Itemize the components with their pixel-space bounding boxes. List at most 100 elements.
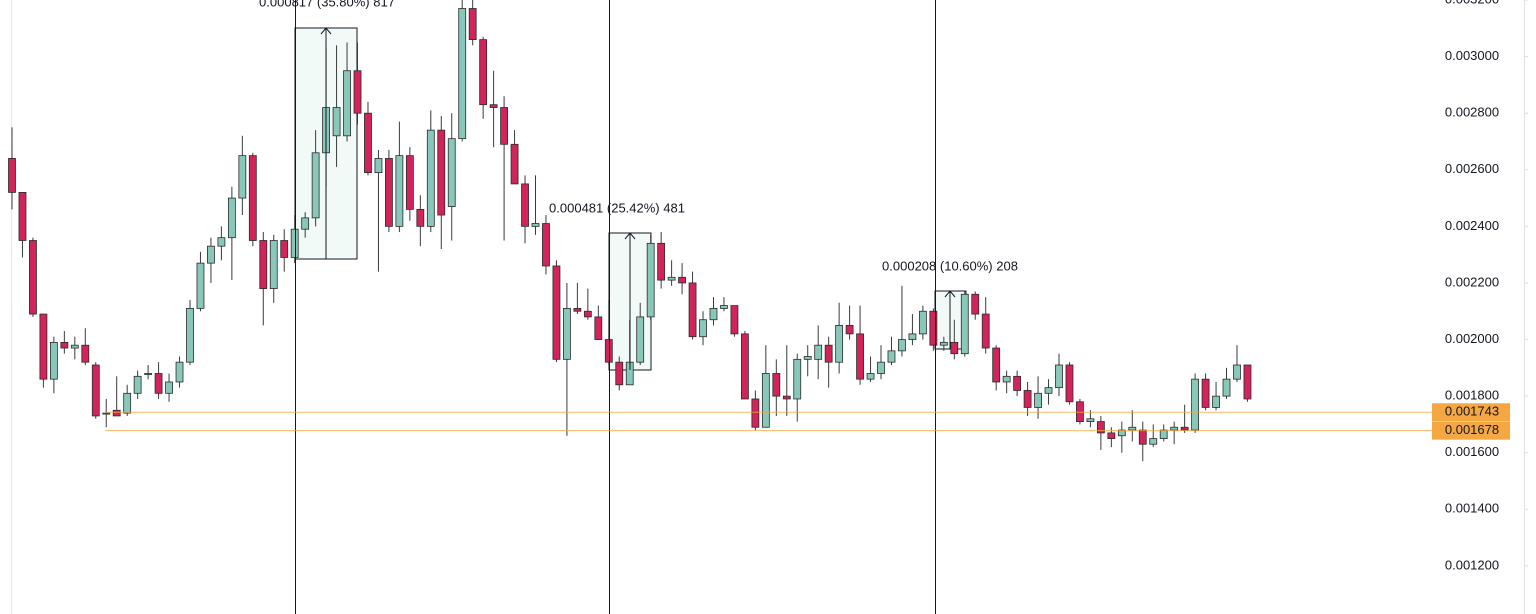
candle-body [939, 341, 948, 346]
candle-body [573, 308, 582, 312]
candle-body [646, 242, 655, 318]
candle-body [311, 152, 320, 219]
candle-body [1044, 387, 1053, 394]
candle-body [405, 155, 414, 210]
candle-body [343, 70, 351, 137]
candle-body [60, 341, 69, 349]
candle-body [521, 183, 529, 227]
y-tick-label: 0.003000 [1445, 48, 1499, 63]
candle-body [259, 240, 268, 290]
overlays [295, 0, 956, 614]
candle-body [102, 412, 111, 415]
candle-body [269, 240, 278, 290]
candle-body [510, 143, 519, 185]
candle-body [1128, 426, 1137, 431]
candle-body [426, 129, 435, 227]
candle-body [1243, 364, 1252, 400]
candle-body [583, 310, 592, 318]
y-tick-label: 0.002800 [1445, 105, 1499, 120]
candle-body [604, 339, 613, 363]
candle-body [1212, 395, 1220, 408]
candle-body [217, 237, 226, 247]
candle-body [207, 245, 215, 264]
candle-body [1065, 364, 1074, 403]
measure-label: 0.000817 (35.80%) 817 [259, 0, 395, 9]
candle-body [144, 373, 153, 375]
y-tick-label: 0.002600 [1445, 161, 1499, 176]
candle-body [290, 228, 299, 258]
candle-body [1170, 426, 1179, 431]
candle-body [803, 356, 812, 360]
candle-body [1023, 390, 1032, 408]
candle-body [1159, 429, 1168, 439]
candle-body [1191, 378, 1200, 431]
candle-body [761, 373, 770, 428]
candle-body [877, 361, 885, 374]
y-tick-label: 0.002400 [1445, 218, 1499, 233]
candle-body [918, 310, 927, 335]
candle-body [238, 155, 247, 199]
candle-body [1002, 375, 1011, 383]
candle-body [552, 265, 561, 360]
candle-body [908, 333, 917, 340]
candle-body [165, 381, 173, 394]
candle-body [542, 223, 550, 267]
candle-body [353, 70, 362, 114]
candle-body [81, 344, 90, 363]
candle-body [657, 242, 666, 281]
candle-body [479, 39, 488, 106]
candle-body [720, 305, 728, 309]
candle-body [1117, 429, 1126, 437]
candle-body [133, 375, 142, 394]
candle-body [29, 240, 37, 315]
candle-body [1107, 432, 1116, 439]
candle-body [49, 341, 58, 380]
candle-body [364, 112, 372, 173]
level-label: 0.001678 [1445, 422, 1499, 437]
candle-body [39, 313, 48, 380]
candle-body [615, 361, 624, 386]
candle-body [1222, 378, 1231, 397]
candle-body [636, 316, 645, 363]
candle-body [112, 409, 121, 417]
y-tick-label: 0.001600 [1445, 444, 1499, 459]
candle-body [981, 313, 990, 349]
candle-body [992, 347, 1001, 383]
candle-body [667, 276, 676, 281]
measure-label: 0.000481 (25.42%) 481 [549, 200, 685, 215]
candle-body [447, 138, 456, 207]
measure-arrow [624, 232, 636, 370]
y-tick-label: 0.003200 [1445, 0, 1499, 6]
candle-body [196, 262, 205, 309]
candle-body [1034, 392, 1042, 408]
candle-body [1233, 364, 1241, 380]
candle-body [395, 155, 404, 227]
candle-body [898, 339, 906, 352]
level-label-bg [1432, 403, 1510, 422]
candle-body [866, 373, 875, 380]
candle-body [772, 373, 781, 397]
candle-body [123, 392, 132, 414]
candle-body [489, 104, 498, 108]
candle-body [1201, 378, 1210, 408]
candle-body [385, 158, 393, 227]
candle-body [960, 293, 969, 355]
candle-body [741, 333, 749, 400]
candle-body [793, 358, 802, 400]
candle-body [856, 333, 864, 380]
y-tick-label: 0.002200 [1445, 274, 1499, 289]
candle-body [186, 308, 194, 363]
candle-body [500, 107, 508, 145]
candle-body [416, 208, 425, 227]
candles [8, 0, 1252, 462]
level-label-bg [1432, 421, 1510, 440]
candle-body [374, 158, 383, 173]
candle-body [1055, 364, 1063, 389]
level-label: 0.001743 [1445, 404, 1499, 419]
candle-body [437, 129, 446, 216]
candle-body [814, 344, 823, 360]
candle-body [824, 344, 833, 363]
candle-body [175, 361, 184, 383]
candle-body [1086, 418, 1095, 422]
